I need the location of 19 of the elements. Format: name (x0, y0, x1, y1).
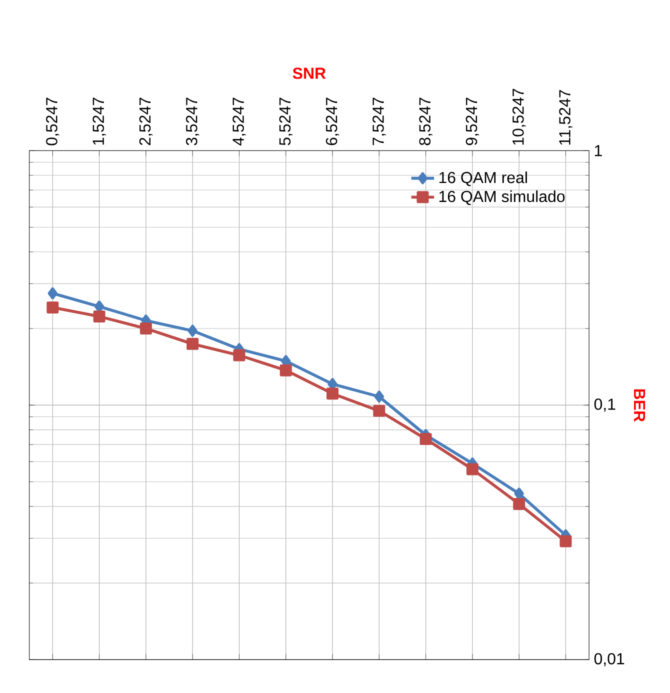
legend-label: 16 QAM simulado (439, 190, 564, 206)
y-tick-label: 0,1 (594, 398, 616, 412)
x-tick-label: 11,5247 (558, 90, 572, 145)
y-axis-title: BER (634, 389, 645, 422)
x-tick-label: 6,5247 (326, 98, 339, 146)
y-tick-label: 0,01 (594, 653, 624, 666)
x-tick-label: 1,5247 (92, 98, 106, 145)
x-tick-label: 5,5247 (279, 98, 292, 146)
x-tick-label: 9,5247 (466, 98, 479, 146)
y-tick-label: 1 (594, 145, 602, 156)
x-tick-label: 2,5247 (139, 98, 152, 146)
x-tick-label: 4,5247 (232, 98, 246, 146)
x-tick-label: 8,5247 (419, 98, 432, 146)
x-tick-label: 3,5247 (186, 98, 200, 146)
x-tick-label: 0,5247 (46, 98, 60, 146)
x-tick-label: 10,5247 (512, 88, 526, 145)
x-tick-label: 7,5247 (372, 98, 386, 146)
x-axis-title: SNR (292, 68, 326, 79)
legend-label: 16 QAM real (439, 171, 527, 186)
